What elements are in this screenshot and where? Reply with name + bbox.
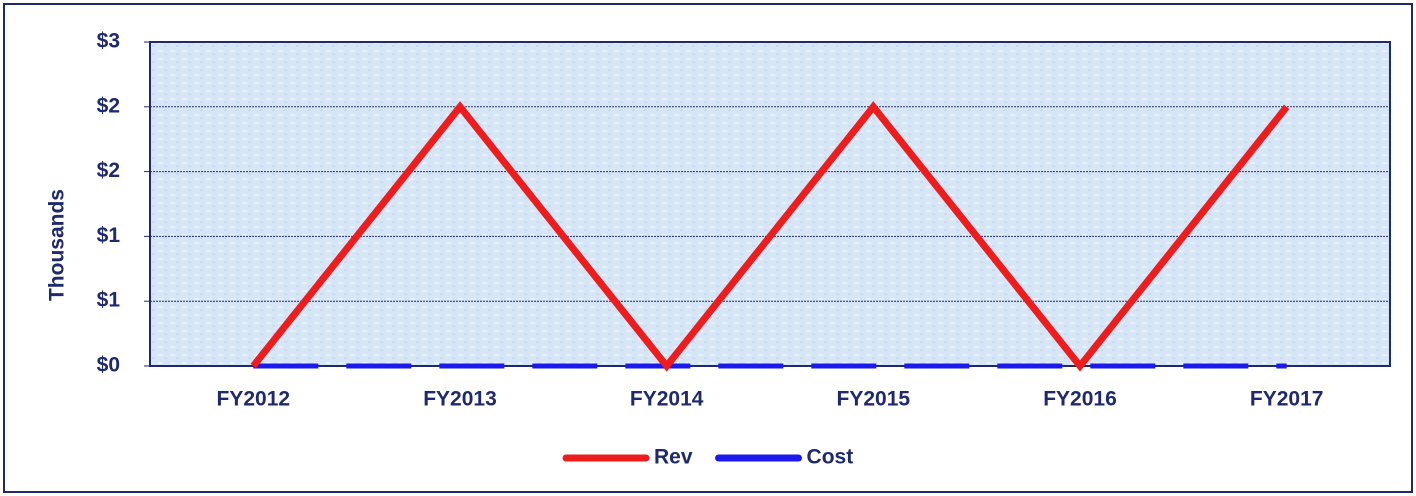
- x-tick-label: FY2013: [423, 388, 497, 411]
- legend-label: Cost: [807, 446, 854, 469]
- y-tick-label: $1: [97, 289, 121, 312]
- x-tick-label: FY2017: [1250, 388, 1324, 411]
- y-tick-label: $0: [97, 354, 120, 377]
- y-tick-label: $2: [97, 159, 120, 182]
- y-tick-label: $3: [97, 30, 120, 53]
- x-tick-label: FY2016: [1043, 388, 1117, 411]
- y-axis-label: Thousands: [46, 189, 69, 301]
- y-tick-label: $1: [97, 224, 121, 247]
- x-tick-label: FY2014: [630, 388, 704, 411]
- series-line: [250, 101, 1290, 372]
- y-tick-label: $2: [97, 94, 120, 117]
- x-tick-label: FY2012: [217, 388, 291, 411]
- legend-label: Rev: [654, 446, 693, 469]
- x-tick-label: FY2015: [837, 388, 911, 411]
- plot-area: [149, 41, 1391, 367]
